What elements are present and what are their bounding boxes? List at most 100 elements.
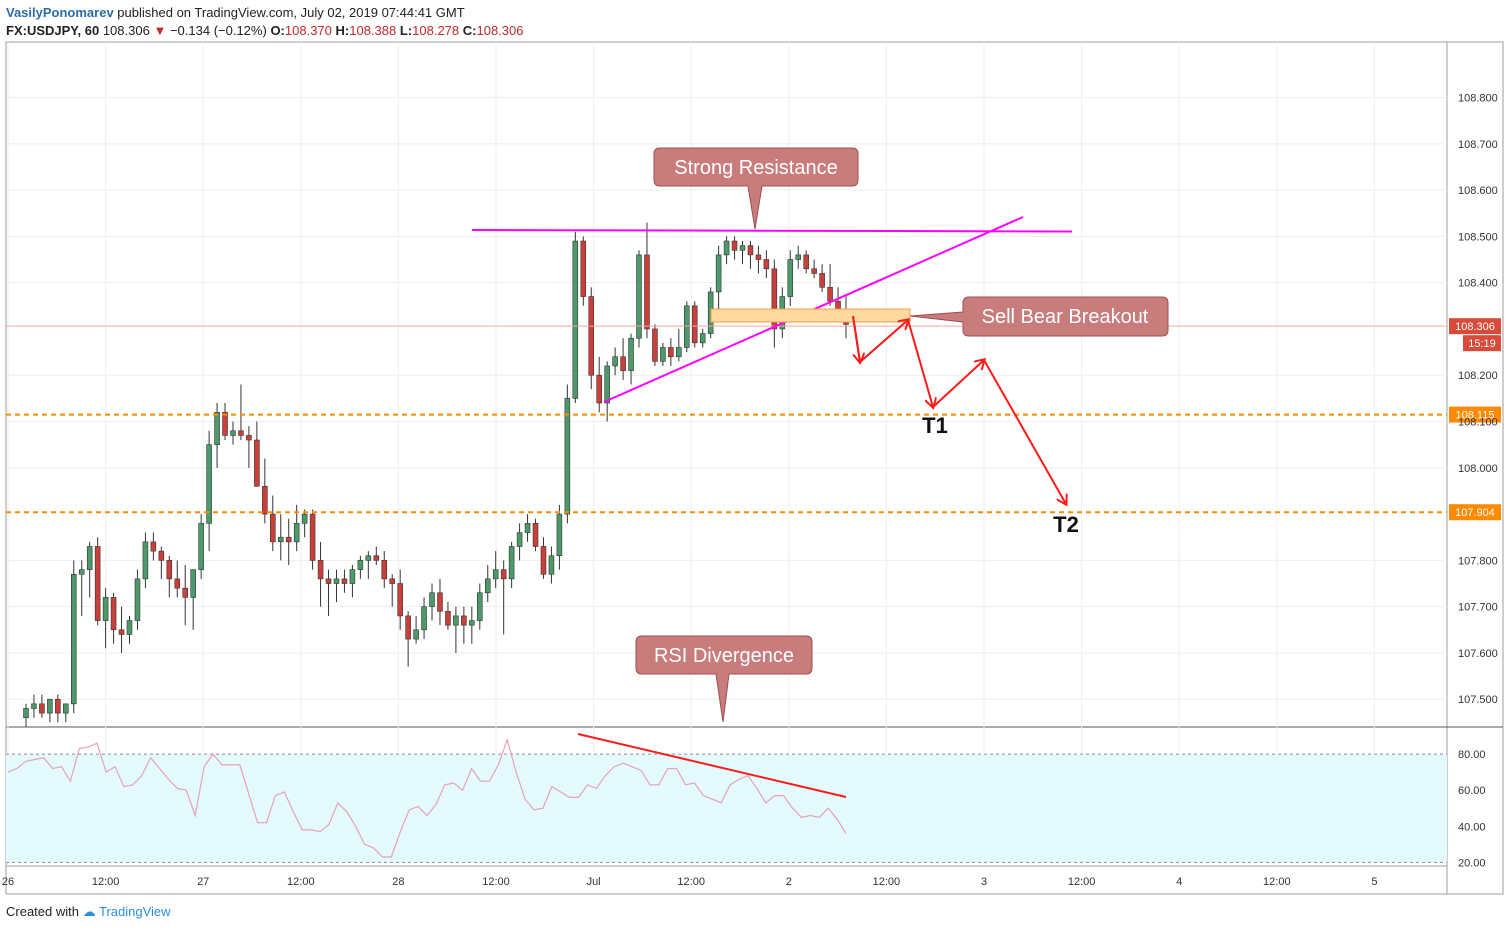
target-t2-label: T2 (1053, 512, 1079, 537)
candle-body (23, 708, 29, 719)
candle-body (277, 536, 284, 543)
candle (270, 495, 276, 552)
candle (277, 514, 284, 561)
countdown-label: 15:19 (1468, 338, 1496, 350)
rsi-tick-label: 80.00 (1458, 749, 1486, 761)
candle (811, 259, 817, 279)
candle (357, 555, 364, 579)
candle-body (477, 592, 483, 621)
candle (118, 606, 125, 653)
candle-body (508, 546, 515, 580)
candle (572, 231, 579, 404)
rsi-band (6, 754, 1447, 863)
arrow-path-t1 (852, 315, 860, 362)
candle-body (413, 629, 419, 640)
candle (285, 518, 292, 566)
candle (31, 694, 37, 718)
price-tick-label: 108.400 (1458, 278, 1498, 290)
change-value: −0.134 (−0.12%) (169, 23, 267, 38)
candle (755, 245, 762, 274)
breakout-zone (710, 308, 911, 323)
candle-body (540, 546, 547, 575)
candle-body (771, 268, 778, 330)
candle-body (572, 240, 579, 399)
candle-body (230, 430, 236, 436)
candle (373, 546, 380, 566)
candle (23, 703, 29, 727)
candle-body (182, 587, 188, 598)
arrow-path-down-t2 (983, 359, 1066, 504)
target-t1-label: T1 (922, 413, 948, 438)
candle (126, 615, 133, 644)
candle-body (285, 536, 292, 543)
candle (628, 333, 634, 385)
price-tick-label: 108.000 (1458, 463, 1498, 475)
rsi-divergence-label: RSI Divergence (654, 645, 794, 667)
candle (492, 551, 499, 589)
candle (206, 430, 212, 552)
candle-body (604, 365, 610, 404)
candle-body (78, 569, 85, 575)
candle (636, 250, 642, 348)
x-tick-label: 12:00 (482, 876, 510, 888)
candle (723, 236, 730, 265)
candle-body (580, 240, 587, 297)
candle-body (421, 606, 427, 631)
candle-body (254, 439, 260, 487)
tradingview-link[interactable]: TradingView (99, 904, 171, 919)
strong-resistance-label: Strong Resistance (674, 157, 837, 179)
footer: Created with ☁ TradingView (6, 904, 171, 920)
candle (731, 236, 738, 260)
candle-body (668, 347, 674, 358)
candle (508, 541, 515, 589)
x-tick-label: 3 (981, 876, 987, 888)
high-label: H: (335, 23, 350, 38)
chart-header: VasilyPonomarev published on TradingView… (6, 4, 523, 40)
candle-body (715, 254, 722, 293)
price-tick-label: 108.600 (1458, 185, 1498, 197)
last-price-tag (1449, 318, 1501, 335)
candle-body (532, 523, 539, 547)
candle (158, 546, 165, 579)
candle (715, 245, 722, 311)
candle (652, 324, 658, 366)
candle (604, 361, 610, 422)
candle (182, 565, 188, 626)
candle-body (524, 523, 531, 533)
x-tick-label: 12:00 (1263, 876, 1291, 888)
candle-body (564, 398, 571, 515)
candle-body (612, 356, 618, 367)
price-chart[interactable]: 108.115 107.904 108.306 15:19 Strong Resist… (0, 0, 1511, 900)
candle (365, 551, 372, 579)
candle-body (190, 569, 196, 598)
rsi-line (7, 737, 847, 858)
candle (484, 565, 491, 603)
candle (532, 518, 539, 552)
candle (262, 458, 268, 524)
candle-body (652, 328, 658, 362)
candle (102, 588, 109, 649)
x-tick-label: 4 (1176, 876, 1182, 888)
rsi-tick-label: 20.00 (1458, 857, 1486, 869)
candle (437, 578, 443, 626)
candle-body (453, 615, 459, 626)
ohlc-line: FX:USDJPY, 60 108.306 ▼ −0.134 (−0.12%) … (6, 22, 523, 40)
candle (63, 703, 69, 723)
candle-body (206, 444, 212, 524)
arrow-path-down-t1 (907, 319, 933, 407)
candle-body (787, 259, 794, 297)
candle-body (731, 240, 738, 251)
callout-rsi-divergence: RSI Divergence (635, 635, 813, 723)
close-value: 108.306 (476, 23, 524, 38)
level-price-label: 108.115 (1456, 410, 1495, 422)
last-price: 108.306 (102, 23, 150, 38)
candle-body (795, 254, 802, 260)
symbol-label[interactable]: FX:USDJPY, 60 (6, 23, 100, 38)
candle (644, 222, 650, 339)
price-tick-label: 107.800 (1458, 555, 1498, 567)
author-link[interactable]: VasilyPonomarev (6, 5, 114, 20)
candle (787, 250, 794, 306)
price-tick-label: 107.600 (1458, 648, 1498, 660)
level-price-tag (1449, 406, 1501, 423)
candle (453, 606, 459, 653)
